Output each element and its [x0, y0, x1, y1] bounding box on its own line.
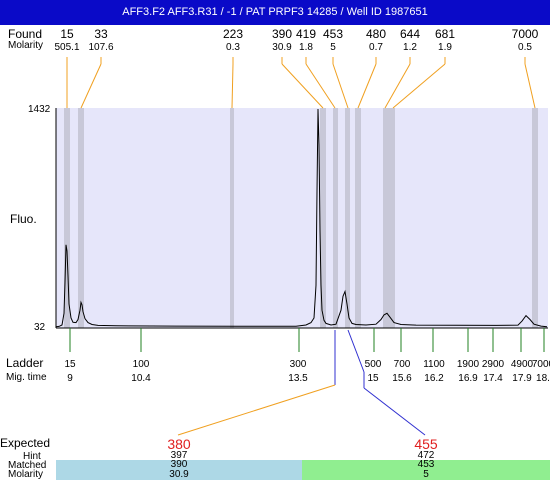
ladder-mig-time: 16.9 [458, 373, 478, 384]
ladder-mig-time: 17.4 [483, 373, 503, 384]
ladder-size: 100 [133, 359, 150, 370]
found-connector [231, 63, 234, 109]
found-peak-size: 453 [323, 27, 343, 41]
ladder-size: 2900 [482, 359, 505, 370]
ladder-mig-time: 15 [367, 373, 379, 384]
found-peak-molarity: 1.8 [299, 42, 313, 53]
peak-band [78, 108, 84, 328]
plot-area [56, 108, 548, 328]
expected-molarity: 30.9 [56, 470, 302, 480]
ladder-mig-time: 15.6 [392, 373, 412, 384]
found-peak-molarity: 30.9 [272, 42, 292, 53]
expected-value: 455 [414, 436, 438, 452]
ladder-size: 15 [64, 359, 76, 370]
peak-band [320, 108, 326, 328]
expected-molarity: 5 [302, 470, 550, 480]
found-connector [384, 63, 411, 109]
expected-label: Expected [0, 436, 51, 450]
found-connector [305, 63, 336, 109]
ladder-mig-time: 9 [67, 373, 73, 384]
ladder-mig-time: 18. [536, 373, 550, 384]
ladder-mig-time: 10.4 [131, 373, 151, 384]
expected-marker-2 [347, 329, 365, 373]
found-connector [357, 63, 377, 109]
expected-hint: 397 [170, 450, 188, 461]
found-label: Found [8, 27, 43, 41]
peak-band [64, 108, 70, 328]
ladder-mig-time: 13.5 [288, 373, 308, 384]
found-connector [524, 63, 536, 109]
ladder-size: 500 [365, 359, 382, 370]
molarity-label: Molarity [8, 40, 44, 51]
found-peak-size: 390 [272, 27, 292, 41]
found-peak-size: 15 [60, 27, 74, 41]
ladder-mig-time: 17.9 [512, 373, 532, 384]
ladder-size: 4900 [511, 359, 534, 370]
found-peak-molarity: 5 [330, 42, 336, 53]
mig-time-label: Mig. time [6, 372, 47, 383]
found-peak-molarity: 0.7 [369, 42, 383, 53]
found-peak-molarity: 505.1 [54, 42, 79, 53]
hint-label: Hint [23, 451, 41, 462]
ladder-size: 1100 [423, 359, 445, 370]
peak-band [383, 108, 395, 328]
found-peak-size: 7000 [512, 27, 539, 41]
peak-band [345, 108, 350, 328]
molarity-row-label: Molarity [8, 469, 44, 480]
found-peak-size: 223 [223, 27, 243, 41]
found-peak-size: 33 [94, 27, 108, 41]
ladder-size: 700 [394, 359, 411, 370]
peak-band [230, 108, 234, 328]
title-bar: AFF3.F2 AFF3.R31 / -1 / PAT PRPF3 14285 … [0, 0, 550, 25]
expected-connector-2 [363, 387, 426, 436]
expected-matched: 390 [56, 460, 302, 470]
fluorescence-trace [55, 108, 548, 328]
found-peak-molarity: 0.3 [226, 42, 240, 53]
y-tick-top: 1432 [28, 104, 51, 115]
expected-value: 380 [167, 436, 191, 452]
ladder-mig-time: 16.2 [424, 373, 444, 384]
found-peak-size: 480 [366, 27, 386, 41]
page-title: AFF3.F2 AFF3.R31 / -1 / PAT PRPF3 14285 … [122, 6, 428, 18]
found-peak-molarity: 0.5 [518, 42, 532, 53]
found-peak-size: 681 [435, 27, 455, 41]
found-connector [332, 63, 349, 109]
found-peak-molarity: 1.2 [403, 42, 417, 53]
found-peak-molarity: 1.9 [438, 42, 452, 53]
peak-band [355, 108, 361, 328]
found-peak-molarity: 107.6 [88, 42, 113, 53]
y-tick-bottom: 32 [34, 322, 46, 333]
ladder-size: 7000 [532, 359, 550, 370]
ladder-label: Ladder [6, 356, 44, 370]
found-connector [392, 63, 446, 109]
ladder-size: 300 [290, 359, 307, 370]
expected-hint: 472 [417, 450, 435, 461]
peak-band [333, 108, 338, 328]
expected-connector-1 [177, 384, 336, 436]
peak-band [532, 108, 538, 328]
found-peak-size: 644 [400, 27, 420, 41]
matched-label: Matched [8, 460, 47, 471]
ladder-size: 1900 [457, 359, 480, 370]
fluo-axis-label: Fluo. [10, 212, 37, 226]
found-connector [80, 63, 102, 109]
found-connector [281, 63, 324, 109]
expected-matched: 453 [302, 460, 550, 470]
found-peak-size: 419 [296, 27, 316, 41]
